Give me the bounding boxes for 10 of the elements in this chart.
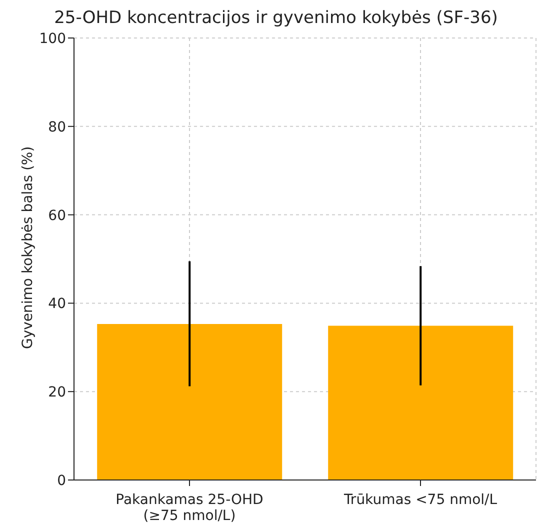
y-axis-title: Gyvenimo kokybės balas (%) (20, 146, 36, 349)
x-tick-label: Pakankamas 25-OHD (≥75 nmol/L) (116, 492, 264, 524)
y-tick-label: 60 (48, 208, 66, 224)
x-tick-label: Trūkumas <75 nmol/L (342, 492, 498, 508)
y-tick-label: 100 (39, 30, 66, 47)
y-tick-label: 0 (57, 472, 66, 489)
y-tick-label: 80 (48, 119, 66, 136)
chart-title: 25-OHD koncentracijos ir gyvenimo kokybės (SF-36) (53, 8, 499, 30)
y-tick-label: 20 (48, 384, 66, 401)
y-tick-label: 40 (48, 296, 66, 312)
